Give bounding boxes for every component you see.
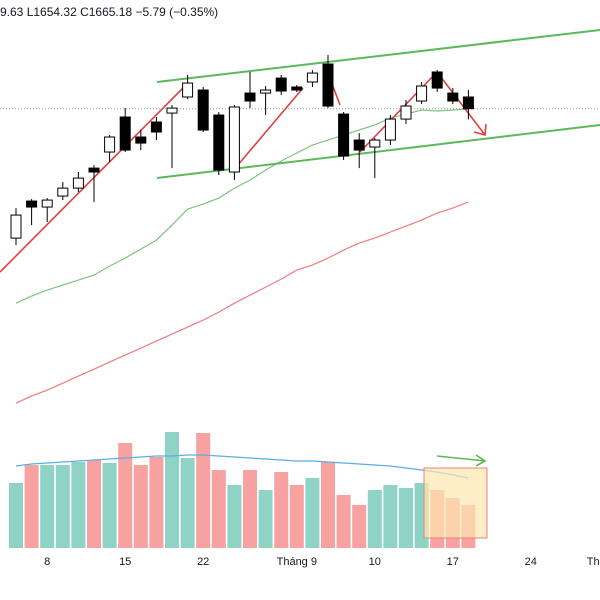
- channel-top: [156, 29, 600, 83]
- candle-body: [119, 116, 131, 151]
- volume-bar: [40, 465, 55, 548]
- arrow-head: [475, 454, 487, 467]
- volume-bar: [149, 457, 164, 548]
- trend-line: [0, 84, 187, 273]
- x-tick-label: 8: [44, 556, 50, 568]
- candle-body: [322, 63, 334, 107]
- volume-bar: [180, 458, 195, 548]
- volume-bar: [133, 465, 148, 548]
- candle-body: [57, 187, 69, 197]
- volume-bar: [227, 485, 242, 548]
- candle-body: [431, 71, 443, 89]
- volume-bar: [383, 485, 398, 548]
- moving-average-line: [15, 201, 469, 404]
- candle-body: [182, 82, 194, 98]
- candle-body: [26, 200, 38, 208]
- volume-bar: [274, 472, 289, 548]
- volume-bar: [243, 470, 257, 548]
- candle-body: [400, 105, 412, 120]
- volume-bar: [24, 465, 39, 548]
- x-tick-label: 22: [197, 556, 209, 568]
- volume-bar: [211, 470, 226, 548]
- volume-arrow: [436, 455, 486, 462]
- candle-body: [338, 113, 350, 157]
- candle-body: [88, 167, 100, 173]
- x-tick-label: Th: [587, 556, 600, 568]
- ohlc-readout: 9.63 L1654.32 C1665.18 −5.79 (−0.35%): [0, 5, 218, 19]
- candle-body: [228, 106, 240, 173]
- candle-body: [166, 107, 178, 114]
- candle-body: [416, 85, 428, 102]
- x-tick-label: 24: [525, 556, 537, 568]
- candle-body: [447, 92, 459, 102]
- volume-bar: [258, 490, 273, 548]
- candle-body: [213, 114, 225, 171]
- candle-body: [10, 214, 22, 239]
- arrow-head: [473, 123, 487, 137]
- volume-bar: [87, 460, 101, 548]
- highlight-box: [423, 467, 488, 539]
- volume-bar: [336, 495, 351, 548]
- candle-body: [244, 92, 256, 102]
- volume-bar: [55, 465, 70, 548]
- x-tick-label: 15: [119, 556, 131, 568]
- candle-body: [462, 96, 474, 110]
- volume-bar: [196, 433, 211, 548]
- candle-body: [135, 136, 147, 144]
- trend-line: [231, 87, 304, 173]
- volume-bar: [289, 485, 304, 548]
- candle-body: [291, 86, 303, 91]
- x-tick-label: 10: [369, 556, 381, 568]
- volume-ma-line: [15, 454, 469, 479]
- volume-bar: [352, 505, 367, 548]
- volume-bar: [71, 462, 86, 548]
- volume-bar: [118, 443, 133, 548]
- candle-body: [275, 77, 287, 92]
- volume-bar: [305, 478, 320, 548]
- candle-body: [353, 139, 365, 151]
- x-tick-label: 17: [447, 556, 459, 568]
- candle-body: [104, 136, 116, 153]
- volume-bar: [102, 463, 117, 548]
- candle-body: [41, 199, 53, 208]
- candle-body: [150, 121, 162, 133]
- candle-body: [306, 72, 318, 83]
- candle-body: [72, 177, 84, 189]
- volume-bar: [321, 462, 335, 548]
- candle-body: [260, 89, 272, 94]
- candle-body: [197, 89, 209, 131]
- volume-bar: [367, 490, 382, 548]
- volume-bar: [165, 432, 179, 548]
- candle-body: [369, 139, 381, 148]
- candle-body: [384, 118, 396, 141]
- volume-bar: [9, 483, 23, 548]
- x-tick-label: Tháng 9: [277, 556, 317, 568]
- volume-bar: [399, 488, 413, 548]
